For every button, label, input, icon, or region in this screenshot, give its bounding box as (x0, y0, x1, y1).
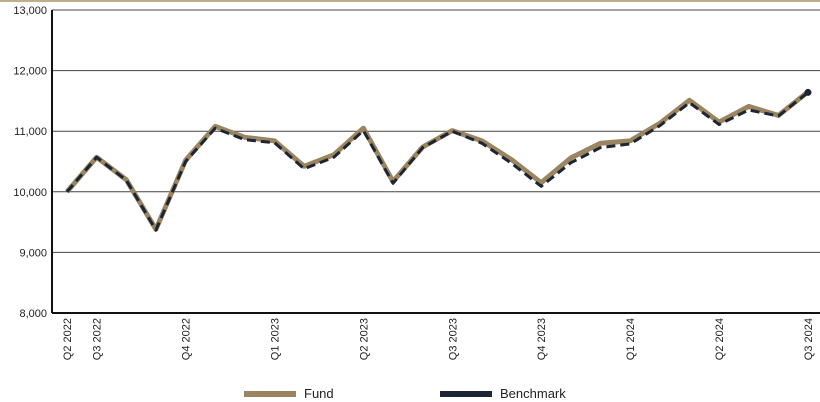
x-tick-label: Q3 2023 (447, 318, 459, 360)
x-tick-labels: Q2 2022 Q3 2022 Q4 2022 Q1 2023 Q2 2023 Q3 20… (62, 318, 815, 360)
y-tick-label: 9,000 (19, 247, 47, 259)
series-line-benchmark (65, 91, 809, 232)
legend: Fund Benchmark (0, 386, 820, 402)
series-end-marker (804, 88, 812, 96)
gridlines (52, 9, 820, 253)
x-tick-label: Q1 2024 (625, 318, 637, 360)
series-line-fund (65, 89, 810, 232)
x-tick-label: Q2 2023 (358, 318, 370, 360)
y-tick-labels: 8,000 9,000 10,000 11,000 12,000 13,000 (13, 5, 47, 320)
y-tick-label: 11,000 (14, 126, 47, 138)
series-lines (65, 88, 812, 232)
x-tick-label: Q3 2022 (92, 318, 104, 360)
axes (51, 10, 820, 314)
x-tick-label: Q1 2023 (269, 318, 281, 360)
legend-label-benchmark: Benchmark (500, 386, 566, 401)
x-tick-label: Q4 2022 (181, 318, 193, 360)
legend-swatch-benchmark (440, 390, 492, 397)
x-tick-label: Q2 2022 (62, 318, 74, 360)
legend-swatch-fund (244, 390, 296, 397)
y-tick-label: 12,000 (13, 66, 47, 78)
y-tick-label: 10,000 (13, 187, 47, 199)
x-tick-label: Q2 2024 (714, 318, 726, 360)
y-tick-label: 8,000 (19, 308, 47, 320)
legend-label-fund: Fund (304, 386, 334, 401)
x-tick-label: Q3 2024 (803, 318, 815, 360)
legend-item-fund: Fund (244, 386, 334, 401)
legend-item-benchmark: Benchmark (440, 386, 566, 401)
x-tick-label: Q4 2023 (536, 318, 548, 360)
y-tick-label: 13,000 (13, 5, 47, 17)
